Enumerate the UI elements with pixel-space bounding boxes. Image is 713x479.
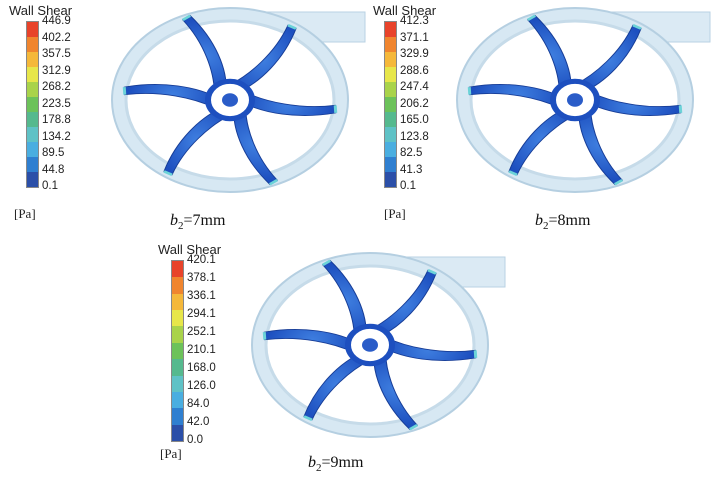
colorbar-tick-label: 336.1 bbox=[187, 290, 216, 302]
colorbar-segment bbox=[172, 424, 183, 441]
colorbar-segment bbox=[385, 82, 396, 97]
colorbar-tick-label: 329.9 bbox=[400, 48, 429, 60]
colorbar-segment bbox=[172, 326, 183, 343]
colorbar-segment bbox=[27, 67, 38, 82]
colorbar-segment bbox=[385, 52, 396, 67]
colorbar-tick-label: 134.2 bbox=[42, 130, 71, 143]
colorbar-tick-label: 247.4 bbox=[400, 81, 429, 93]
colorbar-segment bbox=[27, 52, 38, 67]
pump-impeller-render bbox=[95, 0, 365, 200]
colorbar-segment bbox=[172, 293, 183, 311]
colorbar-segment bbox=[385, 142, 396, 157]
colorbar-tick-label: 126.0 bbox=[187, 380, 216, 392]
colorbar-tick-label: 378.1 bbox=[187, 272, 216, 284]
colorbar-segment bbox=[172, 342, 183, 360]
colorbar-tick-label: 446.9 bbox=[42, 15, 71, 27]
unit-label: [Pa] bbox=[160, 446, 182, 461]
colorbar-tick-label: 420.1 bbox=[187, 254, 216, 266]
caption: b2=9mm bbox=[308, 454, 364, 475]
colorbar-tick-label: 357.5 bbox=[42, 48, 71, 60]
colorbar bbox=[171, 260, 184, 442]
colorbar-tick-label: 412.3 bbox=[400, 15, 429, 27]
colorbar-tick-label: 42.0 bbox=[187, 416, 210, 428]
colorbar-segment bbox=[27, 22, 38, 37]
pump-impeller-render bbox=[235, 245, 515, 445]
caption: b2=8mm bbox=[535, 212, 591, 233]
colorbar-segment bbox=[27, 157, 38, 172]
unit-label: [Pa] bbox=[384, 206, 406, 221]
colorbar-tick-label: 84.0 bbox=[187, 398, 210, 410]
colorbar-tick-label: 82.5 bbox=[400, 147, 423, 159]
colorbar-tick-label: 206.2 bbox=[400, 97, 429, 110]
colorbar-tick-label: 41.3 bbox=[400, 163, 423, 176]
colorbar-tick-label: 288.6 bbox=[400, 64, 429, 77]
colorbar-tick-label: 312.9 bbox=[42, 64, 71, 77]
colorbar-tick-label: 252.1 bbox=[187, 326, 216, 338]
colorbar bbox=[26, 21, 39, 188]
colorbar-tick-label: 268.2 bbox=[42, 81, 71, 93]
colorbar-tick-label: 44.8 bbox=[42, 163, 65, 176]
colorbar-tick-label: 89.5 bbox=[42, 147, 65, 159]
colorbar-segment bbox=[385, 157, 396, 172]
colorbar-segment bbox=[172, 375, 183, 392]
pump-impeller-render bbox=[440, 0, 710, 200]
colorbar-tick-label: 168.0 bbox=[187, 362, 216, 374]
legend-title: Wall Shear bbox=[158, 242, 222, 257]
colorbar-segment bbox=[385, 127, 396, 142]
colorbar-segment bbox=[27, 112, 38, 127]
colorbar-tick-label: 223.5 bbox=[42, 97, 71, 110]
legend-title: Wall Shear bbox=[9, 3, 73, 18]
colorbar-tick-label: 210.1 bbox=[187, 344, 216, 356]
colorbar-tick-label: 178.8 bbox=[42, 114, 71, 126]
caption: b2=7mm bbox=[170, 212, 226, 233]
colorbar-segment bbox=[385, 22, 396, 37]
colorbar-tick-label: 123.8 bbox=[400, 130, 429, 143]
colorbar-tick-label: 0.1 bbox=[42, 180, 58, 192]
colorbar-segment bbox=[385, 172, 396, 187]
colorbar-segment bbox=[172, 277, 183, 294]
legend-title: Wall Shear bbox=[373, 3, 437, 18]
colorbar-segment bbox=[385, 37, 396, 52]
colorbar-segment bbox=[385, 112, 396, 127]
colorbar-tick-label: 0.1 bbox=[400, 180, 416, 192]
colorbar-segment bbox=[27, 97, 38, 112]
colorbar bbox=[384, 21, 397, 188]
unit-label: [Pa] bbox=[14, 206, 36, 221]
colorbar-tick-label: 371.1 bbox=[400, 31, 429, 44]
colorbar-tick-label: 402.2 bbox=[42, 31, 71, 44]
colorbar-segment bbox=[172, 391, 183, 409]
colorbar-segment bbox=[172, 261, 183, 278]
colorbar-segment bbox=[172, 310, 183, 327]
colorbar-segment bbox=[27, 127, 38, 142]
colorbar-tick-label: 165.0 bbox=[400, 114, 429, 126]
colorbar-segment bbox=[27, 82, 38, 97]
colorbar-segment bbox=[385, 97, 396, 112]
colorbar-tick-label: 294.1 bbox=[187, 308, 216, 320]
colorbar-segment bbox=[172, 359, 183, 376]
colorbar-segment bbox=[385, 67, 396, 82]
colorbar-tick-label: 0.0 bbox=[187, 434, 203, 446]
colorbar-segment bbox=[172, 408, 183, 425]
colorbar-segment bbox=[27, 142, 38, 157]
colorbar-segment bbox=[27, 37, 38, 52]
colorbar-segment bbox=[27, 172, 38, 187]
